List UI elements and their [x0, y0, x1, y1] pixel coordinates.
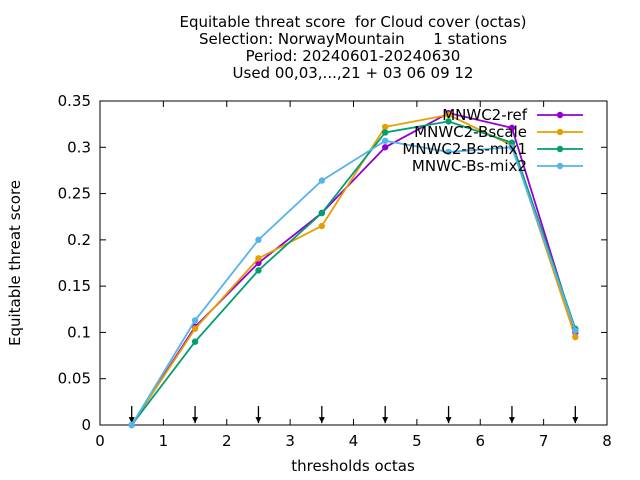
x-tick-label: 8 [602, 432, 612, 450]
y-tick-label: 0.25 [58, 185, 91, 203]
title-line-1: Equitable threat score for Cloud cover (… [179, 13, 527, 31]
x-tick-label: 7 [539, 432, 549, 450]
legend-label: MNWC2-Bs-mix1 [402, 140, 527, 158]
data-point [255, 267, 262, 274]
legend-marker [556, 162, 564, 170]
y-tick-label: 0.1 [67, 323, 91, 341]
data-point [445, 118, 452, 125]
data-point [381, 137, 389, 145]
series-line [130, 113, 577, 426]
data-point [318, 222, 326, 230]
threshold-arrow-head [445, 417, 452, 424]
data-point [508, 144, 516, 151]
data-point [508, 139, 516, 146]
data-point [191, 317, 199, 324]
y-axis-label: Equitable threat score [6, 180, 24, 346]
data-point [445, 148, 452, 156]
series-line [130, 120, 577, 426]
y-tick-label: 0.2 [67, 231, 91, 249]
x-tick-label: 4 [349, 432, 359, 450]
legend: MNWC2-refMNWC2-BscaleMNWC2-Bs-mix1MNWC-B… [402, 106, 583, 175]
data-point [381, 144, 389, 151]
legend-label: MNWC-Bs-mix2 [412, 157, 527, 175]
chart-title: Equitable threat score for Cloud cover (… [0, 14, 640, 82]
title-line-4: Used 00,03,...,21 + 03 06 09 12 [232, 64, 474, 82]
legend-label: MNWC2-Bscale [414, 123, 527, 141]
series-group [128, 109, 579, 429]
title-line-3: Period: 20240601-20240630 [245, 47, 461, 65]
data-point [255, 255, 262, 262]
legend-label: MNWC2-ref [442, 106, 527, 124]
threshold-arrows [128, 406, 579, 424]
x-tick-label: 2 [222, 432, 232, 450]
x-tick-label: 1 [159, 432, 169, 450]
x-tick-label: 5 [412, 432, 422, 450]
data-point [128, 421, 135, 429]
x-tick-label: 0 [95, 432, 105, 450]
y-tick-label: 0.15 [58, 277, 91, 295]
threshold-arrow-head [382, 417, 389, 424]
data-point [508, 124, 516, 132]
data-point [381, 123, 389, 131]
x-tick-label: 6 [475, 432, 485, 450]
y-tick-label: 0.05 [58, 370, 91, 388]
series-line [130, 139, 577, 426]
x-tick-label: 3 [285, 432, 295, 450]
data-point [318, 177, 326, 184]
threshold-arrow-head [508, 417, 515, 424]
legend-marker [556, 111, 564, 119]
data-point [191, 338, 199, 345]
plot-frame [99, 100, 608, 426]
y-tick-label: 0 [81, 416, 91, 434]
data-point [572, 327, 579, 334]
legend-marker [556, 128, 564, 136]
data-point [572, 333, 579, 341]
x-axis-label: thresholds octas [291, 457, 415, 475]
threshold-arrow-head [572, 417, 579, 424]
data-point [191, 325, 199, 332]
threshold-arrow-head [192, 417, 199, 424]
threshold-arrow-head [255, 417, 262, 424]
data-point [445, 111, 452, 119]
title-line-2: Selection: NorwayMountain 1 stations [198, 30, 508, 48]
data-point [318, 209, 326, 217]
legend-marker [556, 145, 564, 153]
axis-ticks: 0 1 2 3 4 5 6 7 8 0 0.05 0.1 0.15 0.2 0.25 0.3 0.35 [58, 92, 612, 450]
threshold-arrow-head [318, 417, 325, 424]
data-point [255, 236, 262, 244]
threshold-arrow-head [128, 417, 135, 424]
series-4 [128, 137, 579, 429]
y-tick-label: 0.35 [58, 92, 91, 110]
data-point [381, 129, 389, 136]
y-tick-label: 0.3 [67, 138, 91, 156]
